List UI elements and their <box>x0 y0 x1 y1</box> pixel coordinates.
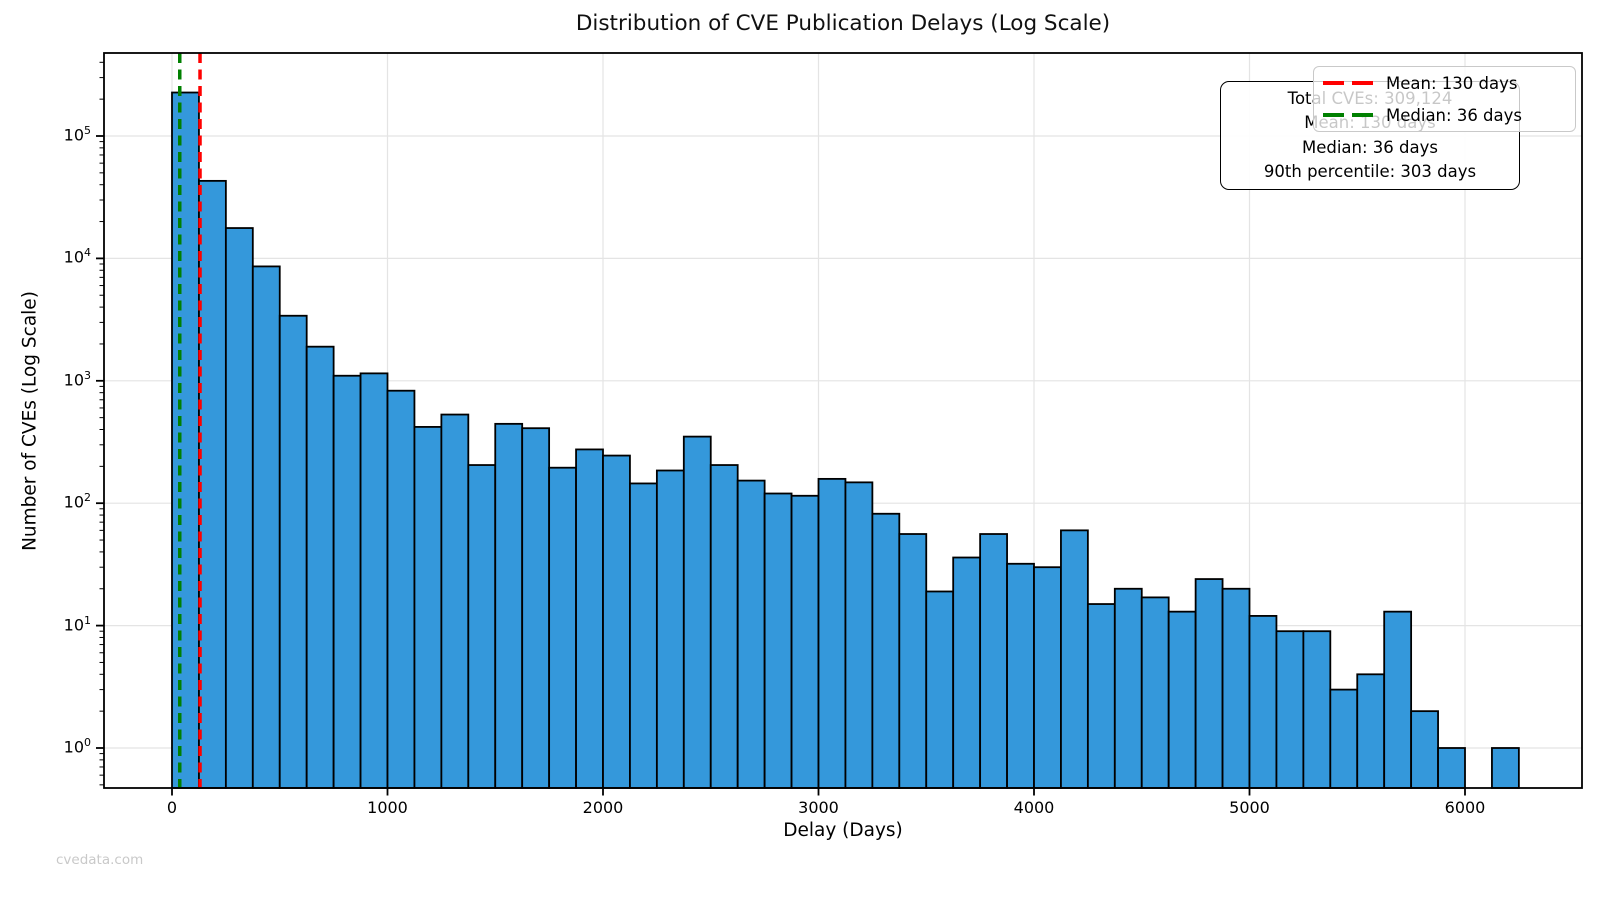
histogram-bar <box>629 482 658 789</box>
histogram-bar <box>602 454 631 789</box>
legend-item-mean: Mean: 130 days <box>1314 67 1575 99</box>
histogram-bar <box>1033 566 1062 789</box>
histogram-bar <box>332 374 362 789</box>
histogram-bar <box>440 413 470 789</box>
legend: Mean: 130 days Median: 36 days <box>1313 66 1576 132</box>
histogram-bar <box>1437 747 1466 789</box>
histogram-bar <box>1221 587 1251 789</box>
histogram-bar <box>925 590 955 789</box>
histogram-bar <box>1356 673 1386 789</box>
histogram-bar <box>521 427 551 789</box>
stats-line-median: Median: 36 days <box>1301 137 1438 157</box>
histogram-bar <box>1060 529 1089 789</box>
histogram-bar <box>736 479 766 789</box>
histogram-bar <box>1113 587 1143 789</box>
histogram-bar <box>1006 562 1035 789</box>
histogram-bar <box>655 469 685 789</box>
histogram-bar <box>1302 630 1332 789</box>
y-tick-label: 100 <box>63 736 91 757</box>
histogram-bar <box>251 265 281 789</box>
histogram-bar <box>1383 610 1413 789</box>
histogram-bar <box>494 422 524 789</box>
histogram-bar <box>763 492 793 789</box>
histogram-bar <box>467 464 497 789</box>
axes-spines <box>103 52 1583 789</box>
y-tick-label: 105 <box>63 124 91 145</box>
histogram-bar <box>817 477 847 789</box>
x-axis-label: Delay (Days) <box>783 820 903 841</box>
histogram-bar <box>1329 688 1359 789</box>
legend-item-median: Median: 36 days <box>1314 99 1575 131</box>
x-tick-label: 6000 <box>1444 798 1486 817</box>
histogram-bar <box>548 466 577 789</box>
histogram-bar <box>1248 615 1278 789</box>
y-axis-label: Number of CVEs (Log Scale) <box>19 291 41 551</box>
histogram-bar <box>1086 603 1116 789</box>
histogram-bar <box>709 464 739 789</box>
y-tick-label: 103 <box>63 368 91 390</box>
histogram-bar <box>979 533 1008 789</box>
histogram-bar <box>359 372 389 789</box>
histogram-bar <box>1140 596 1170 789</box>
histogram-bar <box>386 389 416 789</box>
x-tick-label: 1000 <box>367 798 408 817</box>
histogram-bar <box>278 314 308 789</box>
histogram-bar <box>575 448 604 789</box>
y-tick-label: 101 <box>63 613 91 634</box>
x-tick-label: 3000 <box>798 798 839 817</box>
legend-label-median: Median: 36 days <box>1386 105 1523 125</box>
histogram-bar <box>198 179 227 789</box>
histogram-bar <box>1194 578 1224 789</box>
histogram-bar <box>1410 710 1439 789</box>
histogram-bar <box>682 435 712 789</box>
histogram-bar <box>790 494 820 789</box>
mean-dashed-line-sample <box>1323 81 1373 85</box>
y-tick-label: 102 <box>63 491 91 512</box>
x-tick-label: 5000 <box>1229 798 1270 817</box>
histogram-bar <box>898 533 928 789</box>
histogram-bar <box>844 481 874 789</box>
histogram-bar <box>413 426 443 789</box>
histogram-bar <box>171 91 200 789</box>
histogram-bar <box>871 512 901 789</box>
x-tick-label: 2000 <box>582 798 624 817</box>
chart-title: Distribution of CVE Publication Delays (… <box>575 11 1111 36</box>
histogram-bar <box>1167 610 1197 789</box>
histogram-bar <box>1491 747 1520 789</box>
watermark: cvedata.com <box>56 852 144 868</box>
histogram-bar <box>952 556 982 789</box>
x-tick-label: 0 <box>166 798 178 817</box>
histogram-bar <box>1275 630 1305 789</box>
histogram-bar <box>224 227 254 789</box>
median-dashed-line-sample <box>1323 113 1373 117</box>
histogram-bar <box>305 345 335 789</box>
x-tick-label: 4000 <box>1013 798 1055 817</box>
legend-label-mean: Mean: 130 days <box>1386 73 1518 93</box>
stats-line-90th-percentile: 90th percentile: 303 days <box>1263 162 1477 181</box>
y-tick-label: 104 <box>63 246 91 267</box>
